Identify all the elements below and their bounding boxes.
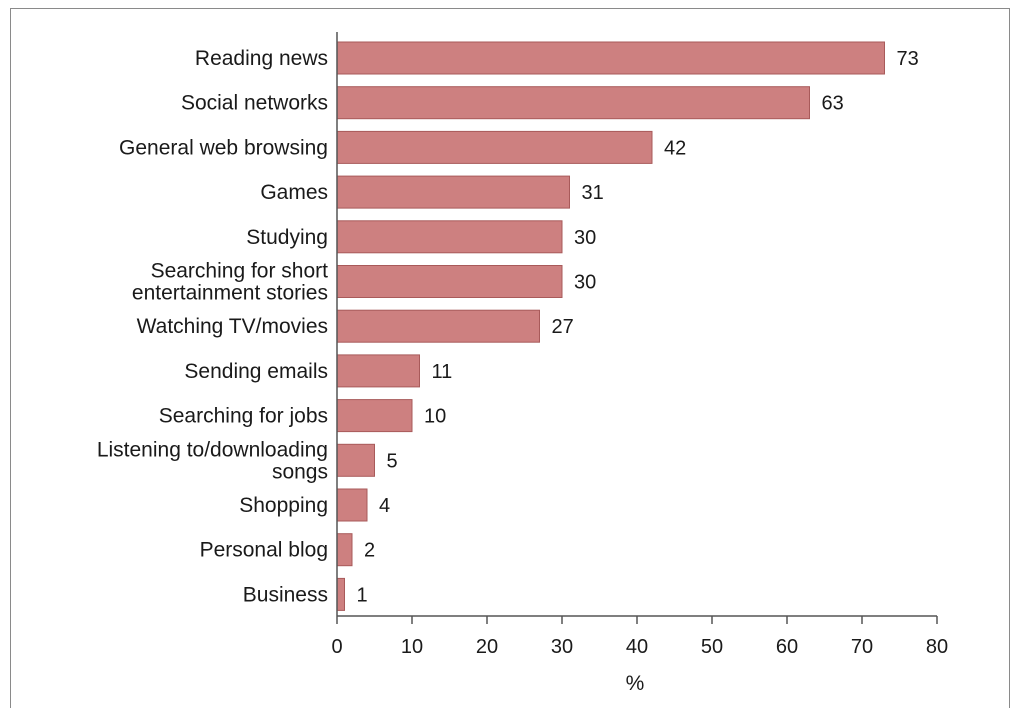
x-tick-label-3: 30 — [551, 636, 573, 658]
bar-7 — [336, 354, 420, 388]
x-tick-label-7: 70 — [851, 636, 873, 658]
bar-9 — [336, 443, 375, 477]
bar-0 — [336, 41, 885, 75]
value-label-11: 2 — [364, 540, 375, 562]
x-tick-label-2: 20 — [476, 636, 498, 658]
bar-10 — [336, 488, 368, 522]
bar-5 — [336, 265, 563, 298]
value-label-1: 63 — [822, 93, 844, 115]
category-label-5: Searching for short entertainment stories — [132, 260, 328, 305]
category-label-11: Personal blog — [200, 539, 328, 562]
category-label-6: Watching TV/movies — [137, 315, 328, 338]
value-label-8: 10 — [424, 406, 446, 428]
bar-chart: Reading news 73 Social networks 63 General w… — [97, 32, 948, 693]
bar-1 — [336, 86, 810, 120]
value-label-5: 30 — [574, 272, 596, 294]
value-label-3: 31 — [582, 182, 604, 204]
value-label-9: 5 — [387, 450, 398, 472]
category-label-4: Studying — [246, 226, 328, 249]
x-tick-label-8: 80 — [926, 636, 948, 658]
chart-frame — [10, 8, 1010, 708]
category-label-0: Reading news — [195, 47, 328, 70]
bar-8 — [336, 399, 413, 433]
category-label-9: Listening to/downloading songs — [97, 438, 328, 483]
category-label-10: Shopping — [239, 494, 328, 517]
x-axis-title: % — [626, 672, 645, 693]
x-tick-label-1: 10 — [401, 636, 423, 658]
x-tick-label-6: 60 — [776, 636, 798, 658]
bar-2 — [336, 130, 653, 164]
value-label-4: 30 — [574, 227, 596, 249]
category-label-12: Business — [243, 583, 328, 606]
x-tick-label-4: 40 — [626, 636, 648, 658]
category-label-7: Sending emails — [184, 360, 328, 383]
bar-4 — [336, 220, 563, 254]
bar-11 — [336, 533, 353, 567]
value-label-12: 1 — [357, 584, 368, 606]
value-label-6: 27 — [552, 316, 574, 338]
value-label-2: 42 — [664, 137, 686, 159]
value-label-7: 11 — [432, 361, 453, 383]
x-tick-label-0: 0 — [331, 636, 342, 658]
category-label-3: Games — [260, 181, 328, 204]
category-label-1: Social networks — [181, 92, 328, 115]
x-tick-label-5: 50 — [701, 636, 723, 658]
category-label-2: General web browsing — [119, 136, 328, 159]
value-label-0: 73 — [897, 48, 919, 70]
category-label-8: Searching for jobs — [159, 405, 328, 428]
bar-6 — [336, 309, 540, 343]
bar-3 — [336, 175, 570, 209]
value-label-10: 4 — [379, 495, 390, 517]
bar-12 — [336, 577, 345, 611]
